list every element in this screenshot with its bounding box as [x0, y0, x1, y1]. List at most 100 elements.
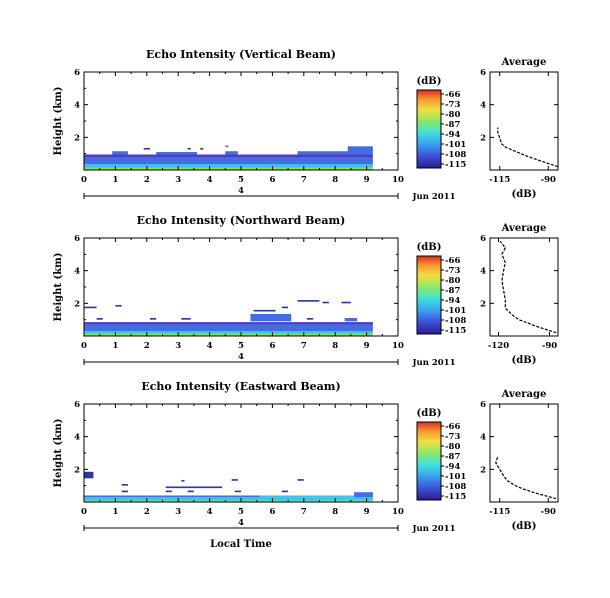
echo-cell: [165, 490, 172, 493]
average-profile-line: [495, 456, 557, 500]
echo-cell: [84, 306, 97, 309]
plot-frame: [83, 403, 399, 503]
average-frame: [489, 403, 559, 503]
average-y-tick-label: 6: [480, 234, 486, 244]
y-tick-label: 2: [74, 133, 80, 143]
echo-cell: [84, 154, 373, 158]
x-tick-label: 7: [301, 175, 307, 185]
average-x-tick-label: -90: [541, 507, 556, 517]
echo-cell: [165, 486, 223, 489]
x-tick-label: 0: [81, 341, 87, 351]
colorbar-tick-label: -66: [445, 90, 460, 100]
colorbar-tick-label: -94: [445, 130, 460, 140]
colorbar-tick-label: -80: [445, 442, 460, 452]
x-tick-label: 8: [332, 507, 338, 517]
echo-cell: [84, 157, 373, 165]
echo-cell: [112, 151, 128, 155]
x-tick-label: 10: [392, 175, 404, 185]
y-tick-label: 2: [74, 299, 80, 309]
day-tick-label: 4: [238, 186, 244, 196]
echo-cell: [84, 324, 373, 332]
y-axis-label: Height (km): [53, 253, 64, 322]
average-x-tick-label: -115: [489, 175, 510, 185]
date-label: Jun 2011: [412, 192, 456, 202]
y-tick-label: 4: [74, 101, 80, 111]
colorbar-tick-label: -66: [445, 256, 460, 266]
panel-title: Echo Intensity (Eastward Beam): [141, 380, 340, 393]
day-tick-label: 4: [238, 352, 244, 362]
x-tick-label: 2: [144, 507, 150, 517]
echo-cell: [281, 490, 289, 493]
colorbar-tick-label: -66: [445, 422, 460, 432]
y-tick-label: 6: [74, 68, 80, 78]
y-tick-label: 4: [74, 267, 80, 277]
echo-cell: [84, 333, 373, 336]
echo-cell: [96, 318, 103, 320]
average-profile-line: [497, 127, 559, 168]
average-x-tick-label: -115: [489, 507, 510, 517]
echo-cell: [121, 490, 128, 493]
echo-cell: [234, 490, 241, 493]
x-tick-label: 5: [238, 507, 244, 517]
x-tick-label: 9: [364, 507, 370, 517]
x-tick-label: 1: [112, 507, 118, 517]
x-tick-label: 8: [332, 341, 338, 351]
colorbar-tick-label: -80: [445, 276, 460, 286]
x-tick-label: 7: [301, 507, 307, 517]
colorbar-tick-label: -87: [445, 120, 460, 130]
panel-title: Echo Intensity (Vertical Beam): [146, 48, 336, 61]
x-tick-label: 9: [364, 341, 370, 351]
average-y-tick-label: 4: [480, 433, 486, 443]
colorbar: [416, 89, 442, 169]
colorbar-unit: (dB): [417, 408, 442, 419]
colorbar-unit: (dB): [417, 76, 442, 87]
day-tick-label: 4: [238, 518, 244, 528]
colorbar-tick-label: -73: [445, 266, 460, 276]
average-x-label: (dB): [512, 521, 537, 532]
echo-cell: [225, 145, 229, 148]
panel-3: Echo Intensity (Eastward Beam)0 1 2 3 4 5 6 7 8 9…: [53, 380, 559, 534]
colorbar: [416, 421, 442, 501]
x-tick-label: 5: [238, 175, 244, 185]
y-tick-label: 4: [74, 433, 80, 443]
echo-cell: [347, 146, 373, 155]
echo-cell: [121, 484, 128, 486]
x-axis-label: Local Time: [210, 539, 272, 550]
echo-cell: [84, 167, 373, 170]
average-frame: [489, 71, 559, 171]
average-x-tick-label: -120: [488, 341, 509, 351]
echo-cell: [250, 313, 292, 322]
x-tick-label: 10: [392, 507, 404, 517]
average-x-tick-label: -90: [541, 175, 556, 185]
x-tick-label: 9: [364, 175, 370, 185]
x-tick-label: 6: [269, 507, 275, 517]
average-y-tick-label: 6: [480, 68, 486, 78]
colorbar-tick-label: -108: [445, 316, 466, 326]
panel-1: Echo Intensity (Vertical Beam)0 1 2 3 4 5 6 7 8 9…: [53, 48, 559, 202]
x-tick-label: 0: [81, 175, 87, 185]
colorbar-tick-label: -108: [445, 150, 466, 160]
colorbar-tick-label: -115: [445, 326, 466, 336]
x-tick-label: 5: [238, 341, 244, 351]
echo-cell: [115, 304, 122, 307]
echo-cell: [181, 318, 191, 320]
echo-cell: [187, 490, 194, 493]
colorbar-tick-label: -115: [445, 492, 466, 502]
colorbar-tick-label: -108: [445, 482, 466, 492]
colorbar-tick-label: -101: [445, 140, 466, 150]
average-frame: [489, 237, 559, 337]
average-y-tick-label: 2: [480, 299, 486, 309]
echo-cell: [149, 318, 157, 320]
x-tick-label: 6: [269, 175, 275, 185]
x-tick-label: 0: [81, 507, 87, 517]
date-label: Jun 2011: [412, 524, 456, 534]
echo-cell: [281, 306, 289, 309]
echo-cell: [259, 495, 373, 498]
colorbar-tick-label: -101: [445, 306, 466, 316]
echo-cell: [84, 471, 94, 479]
average-title: Average: [501, 389, 547, 400]
echo-cell: [231, 479, 238, 481]
y-axis-label: Height (km): [53, 419, 64, 488]
colorbar-tick-label: -101: [445, 472, 466, 482]
x-tick-label: 3: [175, 341, 181, 351]
